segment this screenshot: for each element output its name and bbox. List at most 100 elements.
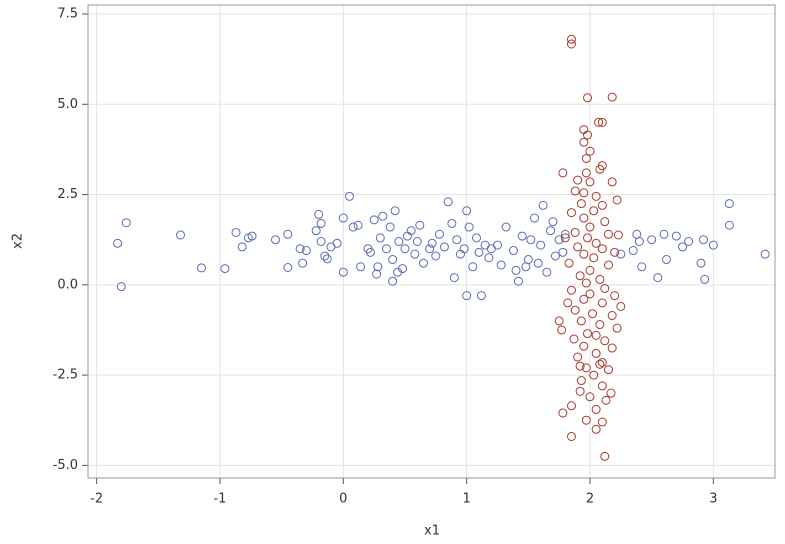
point <box>591 238 601 248</box>
point <box>653 273 663 283</box>
point <box>612 195 622 205</box>
point <box>301 246 311 256</box>
point <box>591 424 601 434</box>
point <box>583 329 593 339</box>
point <box>447 218 457 228</box>
point <box>613 230 623 240</box>
point <box>365 247 375 257</box>
point <box>509 246 519 256</box>
point <box>589 253 599 263</box>
point <box>400 244 410 254</box>
point <box>566 39 576 49</box>
point <box>326 242 336 252</box>
point <box>439 242 449 252</box>
point <box>517 231 527 241</box>
point <box>468 262 478 272</box>
x-tick-label: 1 <box>463 492 471 507</box>
point <box>550 251 560 261</box>
x-axis-label: x1 <box>424 524 440 539</box>
point <box>369 215 379 225</box>
point <box>113 238 123 248</box>
point <box>247 231 257 241</box>
point <box>603 260 613 270</box>
point <box>121 218 131 228</box>
point <box>435 229 445 239</box>
point <box>338 213 348 223</box>
point <box>607 311 617 321</box>
point <box>557 325 567 335</box>
point <box>501 222 511 232</box>
point <box>338 267 348 277</box>
point <box>589 370 599 380</box>
point <box>462 206 472 216</box>
point <box>566 285 576 295</box>
point <box>388 276 398 286</box>
point <box>585 265 595 275</box>
point <box>579 294 589 304</box>
point <box>570 186 580 196</box>
point <box>597 381 607 391</box>
point <box>628 246 638 256</box>
point <box>388 255 398 265</box>
point <box>616 301 626 311</box>
point <box>579 137 589 147</box>
point <box>558 408 568 418</box>
point <box>581 168 591 178</box>
point <box>511 265 521 275</box>
point <box>314 209 324 219</box>
point <box>612 323 622 333</box>
point <box>684 237 694 246</box>
point <box>603 229 613 239</box>
point <box>480 240 490 250</box>
point <box>575 386 585 396</box>
x-tick-label: 3 <box>709 492 717 507</box>
point <box>591 330 601 340</box>
y-tick-label: 0.0 <box>57 277 78 292</box>
point <box>579 249 589 259</box>
point <box>600 217 610 227</box>
x-tick-label: 2 <box>586 492 594 507</box>
point <box>513 276 523 286</box>
point <box>589 206 599 216</box>
point <box>311 226 321 236</box>
point <box>459 244 469 254</box>
point <box>558 168 568 178</box>
point <box>600 451 610 461</box>
point <box>542 267 552 277</box>
point <box>606 388 616 398</box>
x-tick-label: -2 <box>90 492 103 507</box>
point <box>597 244 607 254</box>
point <box>231 227 241 237</box>
point <box>316 218 326 228</box>
point <box>576 199 586 209</box>
point <box>659 229 669 239</box>
point <box>576 316 586 326</box>
point <box>196 263 206 273</box>
point <box>575 271 585 281</box>
point <box>455 249 465 259</box>
point <box>443 197 453 207</box>
point <box>564 258 574 268</box>
point <box>595 164 605 174</box>
point <box>579 341 589 351</box>
y-axis-label: x2 <box>11 233 26 249</box>
x-tick-label: -1 <box>213 492 226 507</box>
point <box>601 395 611 405</box>
point <box>573 242 583 252</box>
point <box>573 352 583 362</box>
point <box>431 251 441 261</box>
point <box>476 291 486 301</box>
point <box>464 222 474 232</box>
point <box>600 283 610 293</box>
point <box>372 269 382 279</box>
point <box>724 199 734 209</box>
point <box>298 258 308 268</box>
point <box>708 240 718 250</box>
point <box>579 213 589 223</box>
y-tick-label: 2.5 <box>57 187 78 202</box>
point <box>566 401 576 411</box>
point <box>595 359 605 369</box>
point <box>558 247 568 257</box>
point <box>595 320 605 330</box>
point <box>381 244 391 254</box>
